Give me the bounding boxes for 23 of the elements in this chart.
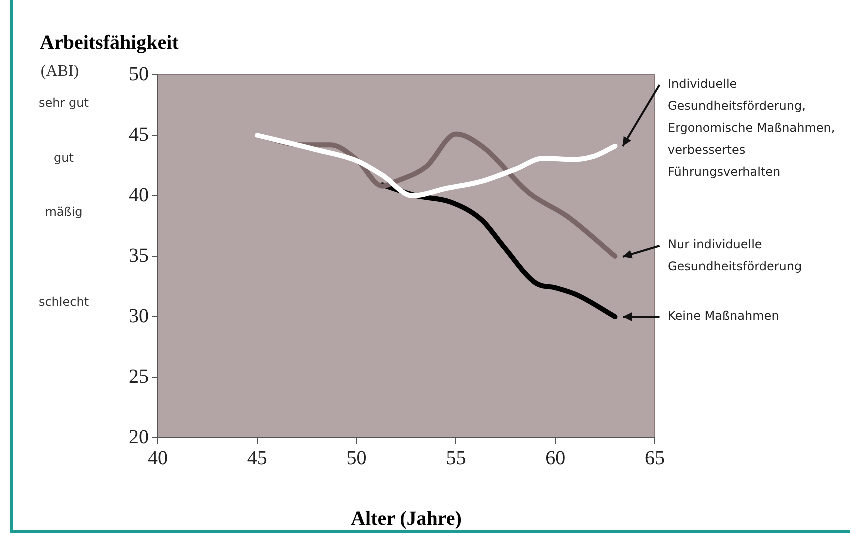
y-tick-label: 35 (129, 244, 149, 267)
y-tick-label: 50 (129, 63, 149, 86)
text: schlecht (38, 295, 90, 310)
y-tick-label: 30 (129, 305, 149, 328)
y-tick-label: 25 (129, 366, 149, 388)
text: mäßig (45, 205, 83, 220)
x-tick-label: 60 (546, 447, 566, 470)
text: sehr gut (39, 96, 90, 110)
x-tick-label: 55 (446, 447, 466, 470)
y-axis-title: Arbeitsfähigkeit (40, 32, 180, 54)
y-tick-label: 45 (129, 124, 149, 146)
x-axis-title: Alter (Jahre) (351, 508, 462, 530)
x-tick-label: 65 (645, 447, 665, 470)
y-tick-label: 40 (129, 184, 149, 206)
text: Keine Maßnahmen (668, 309, 780, 324)
x-tick-label: 50 (346, 447, 367, 470)
text: (ABI) (40, 63, 80, 80)
text: Individuelle Gesundheitsförderung, Ergonomische Maßnahmen, verbessertes Führungsverhalten (668, 77, 836, 180)
text: gut (54, 151, 74, 166)
text: Nur individuelle Gesundheitsförderung (668, 238, 802, 274)
y-tick-label: 20 (129, 426, 149, 448)
x-tick-label: 45 (247, 447, 268, 470)
x-tick-label: 40 (148, 447, 168, 470)
